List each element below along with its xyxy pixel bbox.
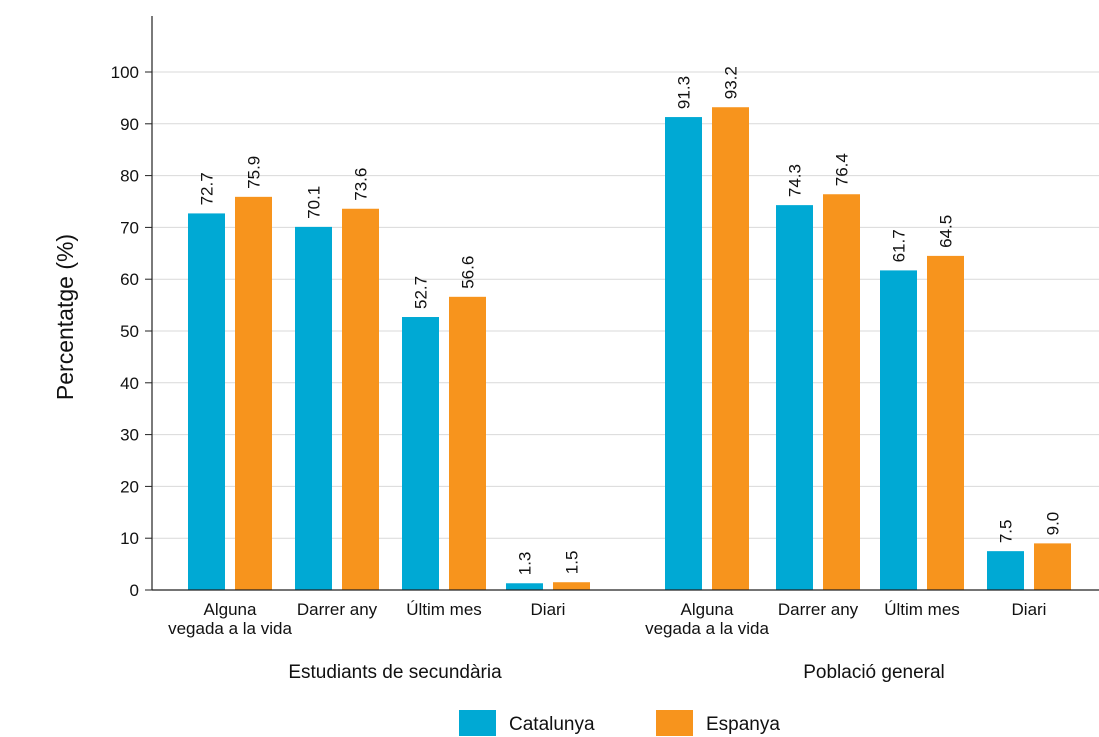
y-tick-label: 60 [120, 270, 139, 289]
data-label: 76.4 [833, 153, 852, 186]
data-label: 70.1 [305, 186, 324, 219]
legend-swatch-espanya [656, 710, 693, 736]
y-tick-label: 70 [120, 218, 139, 237]
bar-espanya [235, 196, 272, 590]
bar-espanya [927, 255, 964, 590]
legend-label: Catalunya [509, 714, 595, 735]
bar-catalunya [665, 117, 702, 590]
category-label: vegada a la vida [168, 619, 292, 638]
category-label: Diari [531, 600, 566, 619]
data-label: 1.3 [516, 552, 535, 576]
data-label: 75.9 [245, 156, 264, 189]
bar-espanya [449, 296, 486, 590]
category-label: Darrer any [297, 600, 378, 619]
bar-espanya [1034, 543, 1071, 590]
bar-espanya [553, 582, 590, 590]
data-label: 73.6 [352, 168, 371, 201]
data-label: 93.2 [722, 66, 741, 99]
data-label: 9.0 [1044, 512, 1063, 536]
y-tick-label: 20 [120, 477, 139, 496]
data-label: 64.5 [937, 215, 956, 248]
category-label: Alguna [681, 600, 734, 619]
bars [188, 107, 1071, 591]
bar-espanya [823, 194, 860, 591]
y-tick-label: 30 [120, 426, 139, 445]
data-label: 56.6 [459, 256, 478, 289]
category-label: Últim mes [406, 600, 482, 619]
y-tick-label: 10 [120, 529, 139, 548]
category-label: vegada a la vida [645, 619, 769, 638]
data-label: 74.3 [786, 164, 805, 197]
data-label: 72.7 [198, 172, 217, 205]
axes: 0 10 20 30 40 50 60 70 80 90 100 Percentatge (%) [52, 16, 1099, 600]
bar-catalunya [880, 270, 917, 590]
legend-label: Espanya [706, 714, 780, 735]
group-label: Població general [803, 662, 945, 683]
y-tick-label: 90 [120, 115, 139, 134]
data-label: 1.5 [563, 551, 582, 575]
category-label: Diari [1012, 600, 1047, 619]
bar-catalunya [402, 317, 439, 590]
bar-catalunya [295, 226, 332, 590]
bar-espanya [342, 208, 379, 590]
data-label: 52.7 [412, 276, 431, 309]
y-tick-label: 0 [130, 581, 139, 600]
data-label: 91.3 [675, 76, 694, 109]
y-tick-label: 50 [120, 322, 139, 341]
data-label: 7.5 [997, 520, 1016, 544]
bar-catalunya [506, 583, 543, 590]
bar-catalunya [776, 205, 813, 590]
labels: 72.7 70.1 52.7 1.3 91.3 74.3 61.7 7.5 75.9 73.6 56… [168, 66, 1062, 683]
bar-catalunya [188, 213, 225, 590]
category-label: Últim mes [884, 600, 960, 619]
data-label: 61.7 [890, 229, 909, 262]
bar-catalunya [987, 551, 1024, 590]
y-tick-label: 100 [111, 63, 139, 82]
group-label: Estudiants de secundària [288, 662, 502, 683]
y-tick-label: 40 [120, 374, 139, 393]
y-axis-label: Percentatge (%) [52, 234, 78, 400]
category-label: Alguna [204, 600, 257, 619]
legend-swatch-catalunya [459, 710, 496, 736]
bar-espanya [712, 107, 749, 590]
legend: Catalunya Espanya [459, 710, 780, 736]
y-tick-label: 80 [120, 167, 139, 186]
category-label: Darrer any [778, 600, 859, 619]
